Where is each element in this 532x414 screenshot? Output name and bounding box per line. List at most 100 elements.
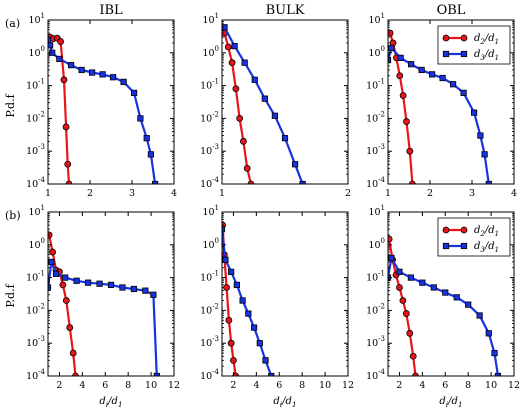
y-tick-exponent: -3 <box>38 335 45 343</box>
y-tick-base: 10 <box>26 146 38 157</box>
data-point-d2 <box>232 372 240 376</box>
y-tick-label: 10-2 <box>366 110 385 124</box>
y-tick-base: 10 <box>366 273 378 284</box>
y-tick-label: 100 <box>368 45 385 59</box>
data-point-d3 <box>99 71 106 78</box>
y-tick-base: 10 <box>26 81 38 92</box>
y-tick-exponent: -3 <box>38 143 45 151</box>
axes-frame <box>387 19 515 185</box>
x-tick-label: 2 <box>345 188 351 199</box>
y-tick-exponent: 0 <box>215 237 219 245</box>
data-point-d3 <box>442 289 449 296</box>
y-tick-label: 10-2 <box>200 302 219 316</box>
data-point-d2 <box>409 352 417 360</box>
y-tick-label: 10-1 <box>26 78 45 92</box>
data-point-d3 <box>491 349 498 357</box>
y-tick-base: 10 <box>368 240 380 251</box>
y-tick-exponent: -2 <box>38 110 45 118</box>
y-tick-exponent: 0 <box>215 45 219 53</box>
y-tick-label: 10-2 <box>366 302 385 316</box>
data-point-d3 <box>150 291 157 298</box>
legend-sub: 2 <box>479 38 485 46</box>
y-tick-exponent: -1 <box>38 78 45 86</box>
x-label-1: 1 <box>458 400 463 409</box>
data-point-d2 <box>396 72 404 80</box>
x-tick-label: 4 <box>419 380 425 391</box>
data-point-d3 <box>250 324 258 331</box>
x-label-di: d <box>439 396 445 407</box>
data-point-d3 <box>476 312 483 319</box>
data-point-d2 <box>243 164 251 172</box>
legend-entry: d3/d1 <box>474 49 499 62</box>
y-tick-base: 10 <box>200 179 212 190</box>
x-label-slash: /d <box>107 396 118 407</box>
data-point-d3 <box>291 161 299 168</box>
data-point-d2 <box>236 115 244 122</box>
y-tick-label: 100 <box>202 237 219 251</box>
data-point-d3 <box>143 135 150 142</box>
data-point-d3 <box>465 301 472 308</box>
y-tick-base: 10 <box>366 146 378 157</box>
legend-marker-square <box>460 242 468 250</box>
y-tick-base: 10 <box>200 371 212 382</box>
legend-d: d <box>474 241 480 252</box>
y-tick-exponent: 1 <box>215 204 219 212</box>
data-point-d3 <box>256 340 263 347</box>
data-point-d2 <box>62 297 70 304</box>
y-tick-base: 10 <box>200 113 212 124</box>
y-tick-exponent: 0 <box>381 45 385 53</box>
y-tick-label: 10-1 <box>366 270 385 284</box>
series-group <box>222 221 275 376</box>
y-tick-exponent: 0 <box>41 45 45 53</box>
data-point-d3 <box>56 55 63 63</box>
legend-marker-square <box>460 50 468 58</box>
y-tick-exponent: 1 <box>41 12 45 20</box>
legend-d: d <box>474 225 480 236</box>
data-point-d3 <box>73 277 80 284</box>
y-tick-label: 10-2 <box>26 110 45 124</box>
series-group <box>388 29 492 184</box>
y-tick-base: 10 <box>366 81 378 92</box>
y-tick-exponent: -4 <box>212 176 219 184</box>
y-tick-label: 10-3 <box>366 335 385 349</box>
x-tick-label: 3 <box>129 188 135 199</box>
legend-marker-square <box>442 242 450 250</box>
data-point-d3 <box>89 69 96 76</box>
x-axis-label: di/d1 <box>439 396 462 409</box>
data-point-d2 <box>402 310 410 317</box>
data-point-d3 <box>130 89 138 96</box>
data-point-d3 <box>110 74 117 81</box>
y-tick-exponent: -3 <box>378 335 385 343</box>
y-tick-exponent: -4 <box>38 176 45 184</box>
legend-marker-circle <box>442 34 450 42</box>
y-tick-label: 10-1 <box>200 270 219 284</box>
series-group <box>388 235 502 376</box>
data-point-d3 <box>477 132 484 139</box>
legend-box <box>437 25 511 65</box>
data-point-d3 <box>430 284 437 291</box>
data-point-d2 <box>223 284 230 291</box>
y-tick-base: 10 <box>200 273 212 284</box>
y-tick-exponent: 0 <box>41 237 45 245</box>
panel-title: IBL <box>99 3 123 18</box>
panel-title: OBL <box>437 3 466 18</box>
y-tick-base: 10 <box>366 305 378 316</box>
data-point-d3 <box>241 59 248 66</box>
axes-frame <box>221 19 349 185</box>
legend-sub: 1 <box>495 38 499 46</box>
y-tick-label: 10-4 <box>200 176 219 190</box>
legend-slash: /d <box>484 241 495 252</box>
y-tick-base: 10 <box>26 338 38 349</box>
x-tick-label: 12 <box>168 380 180 391</box>
y-tick-label: 10-1 <box>26 270 45 284</box>
y-tick-base: 10 <box>200 81 212 92</box>
data-point-d2 <box>408 180 416 184</box>
y-tick-exponent: 0 <box>381 237 385 245</box>
y-tick-exponent: -3 <box>212 335 219 343</box>
y-tick-base: 10 <box>366 338 378 349</box>
axes-frame <box>221 211 349 377</box>
